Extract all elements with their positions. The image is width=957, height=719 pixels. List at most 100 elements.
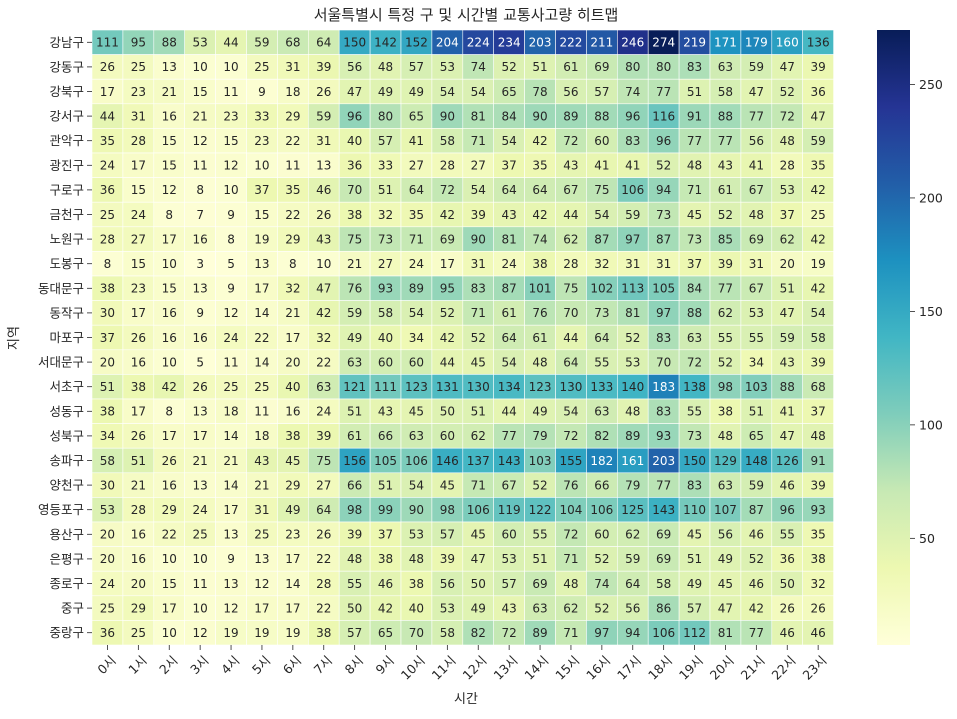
cell-value-label-16-4: 14 (223, 429, 238, 443)
heatmap-cell-21-20 (709, 546, 742, 572)
cell-value-label-20-22: 55 (780, 528, 795, 542)
cell-value-label-15-18: 83 (656, 405, 671, 419)
cell-value-label-22-0: 24 (100, 577, 115, 591)
cell-value-label-12-17: 52 (625, 331, 640, 345)
cell-value-label-9-12: 31 (471, 257, 486, 271)
cell-value-label-6-22: 53 (780, 183, 795, 197)
cell-value-label-24-12: 82 (471, 626, 486, 640)
heatmap-cell-5-17 (616, 152, 649, 178)
heatmap-cell-24-20 (709, 620, 742, 646)
cell-value-label-11-3: 9 (196, 306, 204, 320)
cell-value-label-18-4: 14 (223, 478, 238, 492)
cell-value-label-19-15: 104 (559, 503, 582, 517)
cell-value-label-10-2: 15 (162, 282, 177, 296)
cell-value-label-1-7: 39 (316, 60, 331, 74)
heatmap-cell-24-4 (215, 620, 247, 646)
heatmap-cell-13-16 (586, 349, 618, 375)
heatmap-cell-4-16 (586, 128, 618, 154)
cell-value-label-19-14: 122 (529, 503, 552, 517)
cell-value-label-4-10: 41 (409, 134, 424, 148)
cell-value-label-8-9: 73 (378, 232, 393, 246)
heatmap-cell-1-23 (802, 54, 834, 80)
cell-value-label-24-11: 58 (440, 626, 455, 640)
y-tick-label-15: 성동구 (49, 404, 84, 419)
cell-value-label-12-16: 64 (594, 331, 609, 345)
heatmap-cell-9-20 (709, 251, 742, 277)
heatmap-cell-9-22 (771, 251, 803, 277)
cell-value-label-20-15: 72 (563, 528, 578, 542)
heatmap-cell-15-2 (153, 398, 186, 424)
heatmap-cell-6-23 (802, 177, 834, 203)
heatmap-cell-22-15 (555, 570, 587, 597)
heatmap-cell-8-14 (524, 226, 556, 252)
heatmap-cell-17-6 (277, 447, 309, 474)
cell-value-label-7-10: 35 (409, 208, 424, 222)
heatmap-cell-10-9 (369, 275, 402, 301)
cell-value-label-23-12: 49 (471, 601, 486, 615)
cell-value-label-9-2: 10 (162, 257, 177, 271)
x-tick-labels: 0시 1시 2시 3시 4시 5시 6시 7시 8시 9시 10시 11시 12시 13시 14시 15시 16… (94, 645, 829, 683)
cell-value-label-10-7: 47 (316, 282, 331, 296)
heatmap-cell-19-21 (740, 497, 773, 523)
heatmap-cell-17-19 (678, 447, 711, 474)
cell-value-label-10-16: 102 (590, 282, 613, 296)
cell-value-label-12-8: 49 (347, 331, 362, 345)
cell-value-label-21-23: 38 (811, 552, 826, 566)
heatmap-cell-21-1 (122, 546, 155, 572)
heatmap-cell-21-10 (400, 546, 433, 572)
cell-value-label-22-8: 55 (347, 577, 362, 591)
cell-value-label-4-13: 54 (502, 134, 517, 148)
cell-value-label-8-5: 19 (254, 232, 269, 246)
cell-value-label-5-6: 11 (285, 159, 300, 173)
cell-value-label-16-23: 48 (811, 429, 826, 443)
heatmap-cell-14-8 (338, 374, 371, 400)
heatmap-cell-20-18 (647, 521, 680, 547)
cell-value-label-11-17: 81 (625, 306, 640, 320)
cell-value-label-20-12: 45 (471, 528, 486, 542)
cell-value-label-7-20: 52 (718, 208, 733, 222)
heatmap-cell-13-5 (246, 349, 278, 375)
cell-value-label-11-10: 54 (409, 306, 424, 320)
cell-value-label-10-3: 13 (193, 282, 208, 296)
heatmap-cell-12-2 (153, 324, 186, 351)
heatmap-cell-24-10 (400, 620, 433, 646)
cell-value-label-8-11: 69 (440, 232, 455, 246)
x-tick-label-5: 5시 (249, 653, 273, 677)
heatmap-cell-9-12 (462, 251, 494, 277)
heatmap-cell-12-16 (586, 324, 618, 351)
heatmap-cell-19-6 (277, 497, 309, 523)
heatmap-cell-16-15 (555, 423, 587, 449)
heatmap-cell-4-8 (338, 128, 371, 154)
heatmap-cell-6-1 (122, 177, 155, 203)
heatmap-cell-10-8 (338, 275, 371, 301)
heatmap-cell-7-20 (709, 201, 742, 228)
cell-value-label-19-10: 90 (409, 503, 424, 517)
heatmap-cell-1-22 (771, 54, 803, 80)
cell-value-label-12-3: 16 (193, 331, 208, 345)
heatmap-cell-2-10 (400, 78, 433, 105)
cell-value-label-3-15: 89 (563, 109, 578, 123)
heatmap-cell-19-11 (431, 497, 464, 523)
cell-value-label-10-9: 93 (378, 282, 393, 296)
heatmap-cell-0-18 (647, 29, 680, 55)
heatmap-cell-2-7 (307, 78, 340, 105)
cell-value-label-3-4: 23 (223, 109, 238, 123)
cell-value-label-6-0: 36 (100, 183, 115, 197)
cell-value-label-24-5: 19 (254, 626, 269, 640)
cell-value-label-13-2: 10 (162, 355, 177, 369)
cell-value-label-6-7: 46 (316, 183, 331, 197)
cell-value-label-14-13: 134 (498, 380, 521, 394)
cell-value-label-2-8: 47 (347, 85, 362, 99)
cell-value-label-20-3: 25 (193, 528, 208, 542)
heatmap-cell-14-15 (555, 374, 587, 400)
heatmap-cell-10-6 (277, 275, 309, 301)
cell-value-label-14-16: 133 (590, 380, 613, 394)
cell-value-label-9-19: 37 (687, 257, 702, 271)
heatmap-cell-12-19 (678, 324, 711, 351)
cell-value-label-4-22: 48 (780, 134, 795, 148)
heatmap-cell-0-20 (709, 29, 742, 55)
cell-value-label-9-3: 3 (196, 257, 204, 271)
cell-value-label-1-17: 80 (625, 60, 640, 74)
heatmap-cell-14-10 (400, 374, 433, 400)
heatmap-cell-11-17 (616, 300, 649, 326)
